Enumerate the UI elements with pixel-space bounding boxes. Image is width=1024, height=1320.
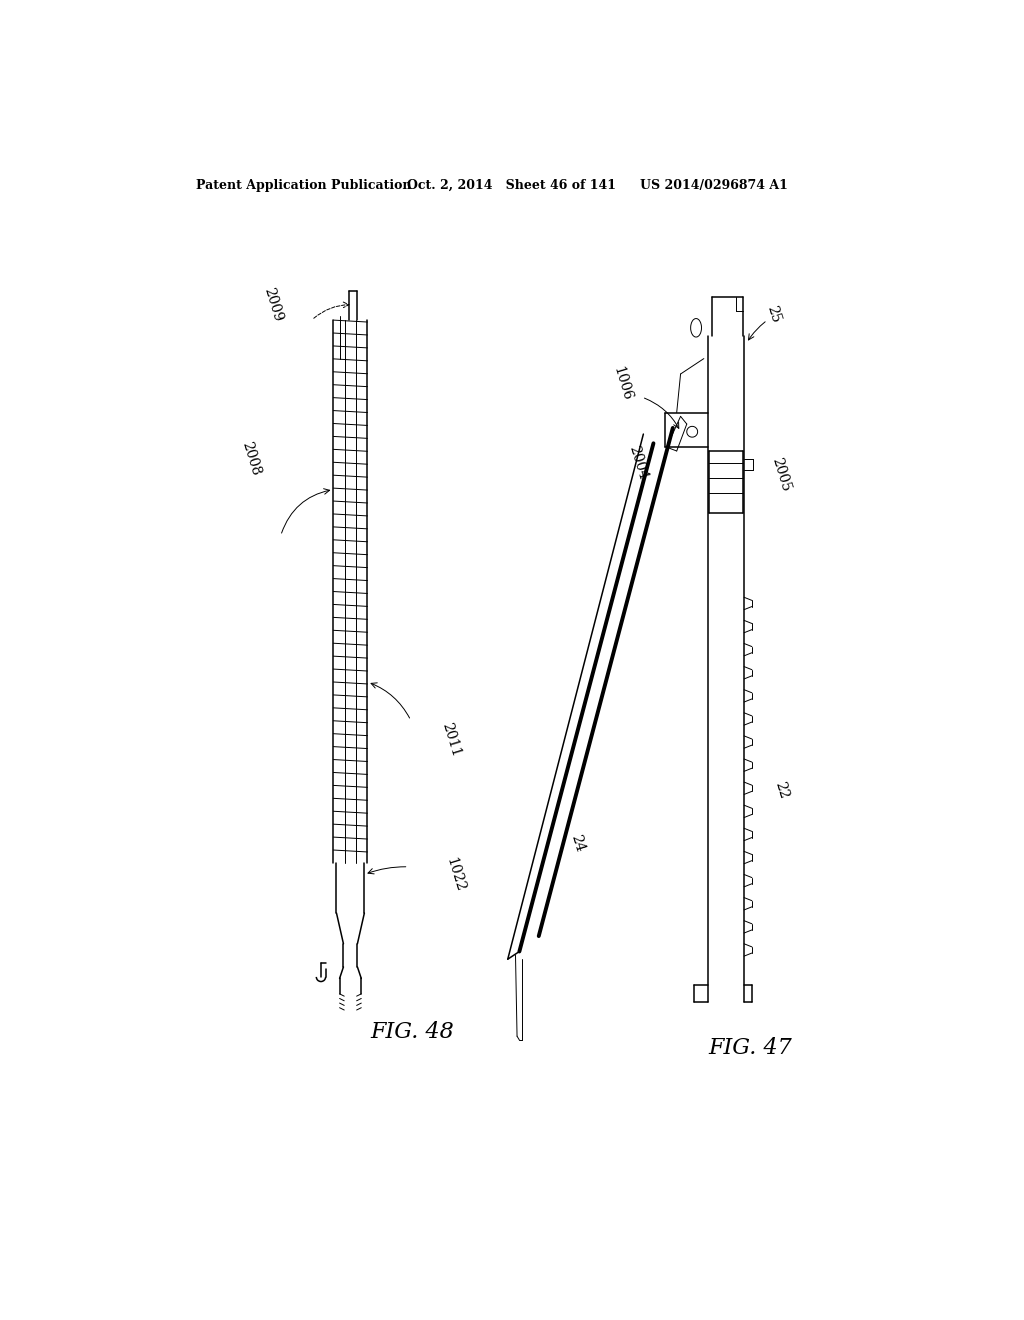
Text: 24: 24	[568, 833, 587, 854]
Text: 2005: 2005	[769, 455, 794, 492]
Text: FIG. 47: FIG. 47	[709, 1036, 793, 1059]
Text: 1006: 1006	[610, 364, 634, 403]
Text: FIG. 48: FIG. 48	[371, 1022, 455, 1043]
Text: 2008: 2008	[240, 440, 263, 478]
Text: Patent Application Publication: Patent Application Publication	[197, 180, 412, 193]
Text: 2004: 2004	[626, 444, 650, 482]
Text: 2011: 2011	[439, 721, 463, 759]
Text: US 2014/0296874 A1: US 2014/0296874 A1	[640, 180, 787, 193]
Text: 22: 22	[772, 779, 791, 800]
Text: 25: 25	[764, 304, 782, 325]
Text: 1022: 1022	[443, 855, 467, 894]
Text: 2009: 2009	[261, 286, 285, 323]
Text: Oct. 2, 2014   Sheet 46 of 141: Oct. 2, 2014 Sheet 46 of 141	[407, 180, 616, 193]
